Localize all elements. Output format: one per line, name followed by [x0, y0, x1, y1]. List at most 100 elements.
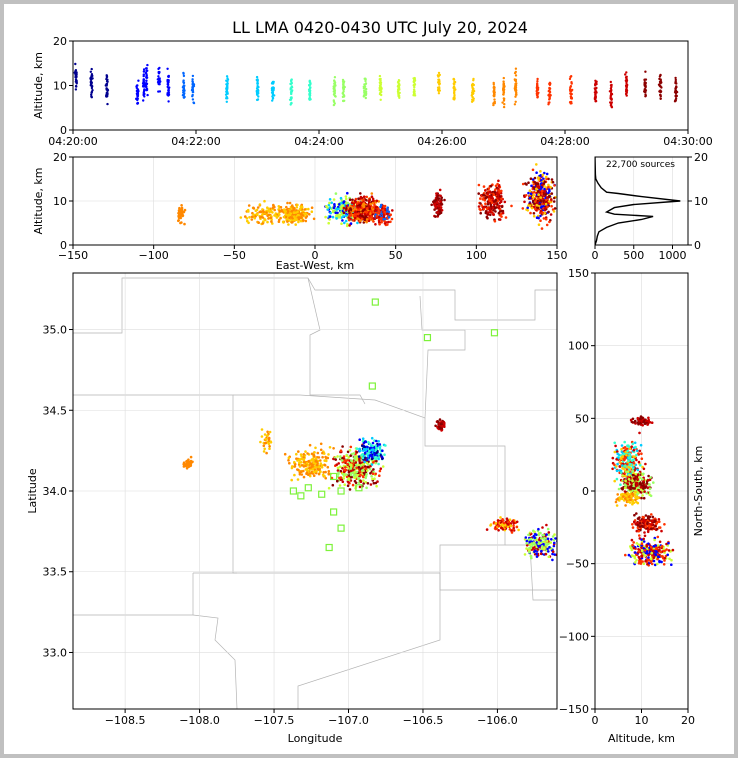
- ew-altitude-point: [543, 171, 546, 175]
- plan-view-point: [545, 523, 548, 527]
- plan-view-point: [338, 476, 341, 480]
- ew-altitude-point: [253, 216, 256, 220]
- time-altitude-point: [609, 90, 612, 93]
- ns-altitude-point: [656, 535, 660, 539]
- time-altitude-point: [75, 82, 78, 85]
- plan-view-point: [266, 434, 269, 437]
- ns-altitude-point: [618, 496, 621, 499]
- ns-altitude-point: [642, 420, 645, 424]
- ns-altitude-point: [624, 474, 627, 478]
- ew-altitude-point: [488, 199, 492, 202]
- plan-view-point: [380, 457, 384, 461]
- plan-view-point: [268, 447, 271, 451]
- plan-view-point: [512, 524, 515, 528]
- ew-altitude-point: [534, 207, 537, 211]
- time-altitude-point: [471, 89, 475, 93]
- time-altitude-point: [342, 81, 345, 84]
- ew-altitude-point: [288, 213, 292, 217]
- ew-altitude-point: [543, 187, 546, 191]
- ew-altitude-point: [247, 210, 250, 213]
- plan-view-point: [351, 483, 355, 487]
- y-tick-label: 10: [53, 195, 67, 208]
- ew-altitude-point: [500, 189, 503, 193]
- ew-altitude-point: [366, 213, 370, 216]
- ew-altitude-point: [494, 184, 498, 188]
- time-altitude-point: [398, 91, 401, 95]
- time-altitude-point: [157, 67, 160, 71]
- ew-altitude-point: [432, 200, 435, 204]
- ns-altitude-point: [650, 421, 654, 425]
- ew-altitude-point: [541, 183, 544, 187]
- time-altitude-point: [594, 96, 597, 100]
- time-altitude-point: [74, 74, 78, 77]
- ew-altitude-point: [547, 185, 550, 189]
- ew-altitude-point: [362, 198, 365, 201]
- plan-view-point: [506, 525, 510, 528]
- ns-altitude-point: [649, 494, 653, 498]
- ew-altitude-point: [182, 210, 186, 214]
- plan-view-point: [559, 546, 562, 549]
- ns-altitude-point: [615, 465, 618, 468]
- plan-view-point: [364, 467, 368, 470]
- time-altitude-point: [342, 95, 346, 98]
- lma-station-marker: [368, 382, 376, 390]
- time-altitude-point: [492, 83, 495, 86]
- time-altitude-point: [452, 97, 456, 101]
- ew-altitude-point: [259, 210, 262, 213]
- time-altitude-point: [255, 75, 259, 79]
- time-altitude-point: [514, 67, 518, 70]
- time-altitude-point: [145, 69, 148, 73]
- plan-view-point: [370, 436, 374, 440]
- lma-station-marker: [318, 490, 326, 498]
- plan-view-point: [434, 424, 437, 428]
- plan-view-point: [540, 549, 543, 553]
- ew-altitude-point: [489, 185, 493, 188]
- ns-altitude-point: [644, 559, 647, 563]
- ns-altitude-point: [647, 418, 650, 422]
- ew-altitude-point: [540, 179, 543, 182]
- y-tick-label: 34.5: [43, 404, 68, 417]
- plan-view-point: [340, 459, 344, 462]
- time-altitude-point: [270, 82, 274, 85]
- time-altitude-point: [333, 94, 337, 98]
- time-altitude-point: [674, 78, 677, 82]
- ns-altitude-point: [621, 474, 624, 477]
- ew-altitude-point: [479, 197, 482, 200]
- time-altitude-point: [105, 75, 109, 79]
- plan-view-point: [341, 445, 344, 448]
- time-altitude-point: [290, 86, 294, 89]
- time-altitude-point: [308, 92, 312, 95]
- source-count-label: 22,700 sources: [606, 160, 675, 170]
- plan-view-point: [508, 518, 512, 521]
- ns-altitude-point: [627, 495, 631, 499]
- ew-altitude-point: [547, 177, 550, 181]
- plan-view-point: [187, 458, 190, 462]
- ns-altitude-point: [635, 458, 638, 462]
- plan-view-point: [186, 462, 190, 465]
- plan-view-point: [312, 474, 316, 478]
- ew-altitude-point: [297, 218, 301, 221]
- ew-altitude-point: [372, 217, 376, 220]
- ew-altitude-point: [490, 201, 494, 204]
- time-altitude-point: [625, 78, 628, 82]
- plan-view-point: [371, 477, 374, 481]
- time-altitude-point: [105, 80, 109, 83]
- plan-view-point: [549, 541, 552, 544]
- ew-altitude-point: [374, 223, 377, 226]
- ew-altitude-point: [278, 209, 281, 213]
- plan-view-point: [319, 442, 323, 446]
- ns-altitude-point: [633, 421, 636, 424]
- ew-altitude-point: [548, 188, 551, 192]
- time-altitude-point: [363, 94, 366, 98]
- ns-altitude-point: [650, 523, 653, 526]
- ew-altitude-point: [271, 211, 274, 214]
- time-altitude-point: [536, 77, 539, 81]
- plan-view-point: [324, 470, 327, 474]
- x-tick-label: 500: [623, 249, 644, 262]
- plan-view-point: [313, 455, 316, 458]
- ew-altitude-point: [528, 189, 532, 192]
- ew-altitude-point: [345, 207, 348, 210]
- ew-altitude-point: [443, 198, 446, 202]
- plan-view-point: [313, 451, 316, 454]
